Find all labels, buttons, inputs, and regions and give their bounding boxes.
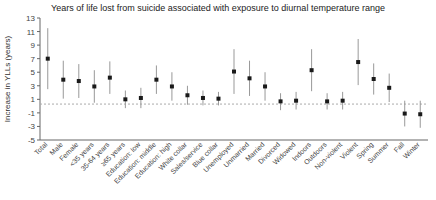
point [248, 76, 252, 80]
point [387, 86, 391, 90]
point [92, 84, 96, 88]
point [356, 60, 360, 64]
chart-svg: Years of life lost from suicide associat… [0, 0, 436, 200]
x-axis: TotalMaleFemale<35 years35-64 years≥65 y… [33, 140, 421, 185]
point [61, 78, 65, 82]
chart-container: Years of life lost from suicide associat… [0, 0, 436, 200]
point [403, 112, 407, 116]
point [139, 96, 143, 100]
plot-marks [40, 28, 428, 128]
y-tick-label: -1 [28, 109, 36, 118]
y-axis-label: Increase in YLLs (years) [3, 35, 12, 122]
x-axis-line [40, 140, 428, 141]
x-tick-label: Summer [366, 140, 390, 164]
point [232, 70, 236, 74]
point [310, 68, 314, 72]
y-tick-label: 9 [31, 41, 36, 50]
x-tick-label: Violent [339, 141, 359, 161]
point [170, 84, 174, 88]
point [46, 57, 50, 61]
point [341, 99, 345, 103]
point [123, 97, 127, 101]
point [372, 77, 376, 81]
point [418, 112, 422, 116]
point [154, 78, 158, 82]
point [185, 93, 189, 97]
title: Years of life lost from suicide associat… [51, 3, 385, 13]
y-tick-label: 1 [31, 95, 36, 104]
point [294, 99, 298, 103]
y-axis-line [40, 18, 41, 140]
y-tick-label: -5 [28, 136, 36, 145]
point [201, 96, 205, 100]
y-tick-label: 5 [31, 68, 36, 77]
point [216, 97, 220, 101]
point [325, 99, 329, 103]
y-tick-label: 7 [31, 55, 36, 64]
point [77, 79, 81, 83]
y-axis: -5-3-1135791113 [26, 14, 428, 145]
y-tick-label: 11 [27, 28, 36, 37]
point [108, 76, 112, 80]
point [279, 99, 283, 103]
y-tick-label: -3 [28, 122, 36, 131]
y-tick-label: 3 [31, 82, 36, 91]
x-tick-label: Winter [402, 140, 422, 160]
y-tick-label: 13 [26, 14, 35, 23]
reference-line [40, 104, 428, 105]
x-tick-label: Total [33, 140, 49, 156]
x-tick-label: Widowed [271, 141, 296, 166]
point [263, 84, 267, 88]
